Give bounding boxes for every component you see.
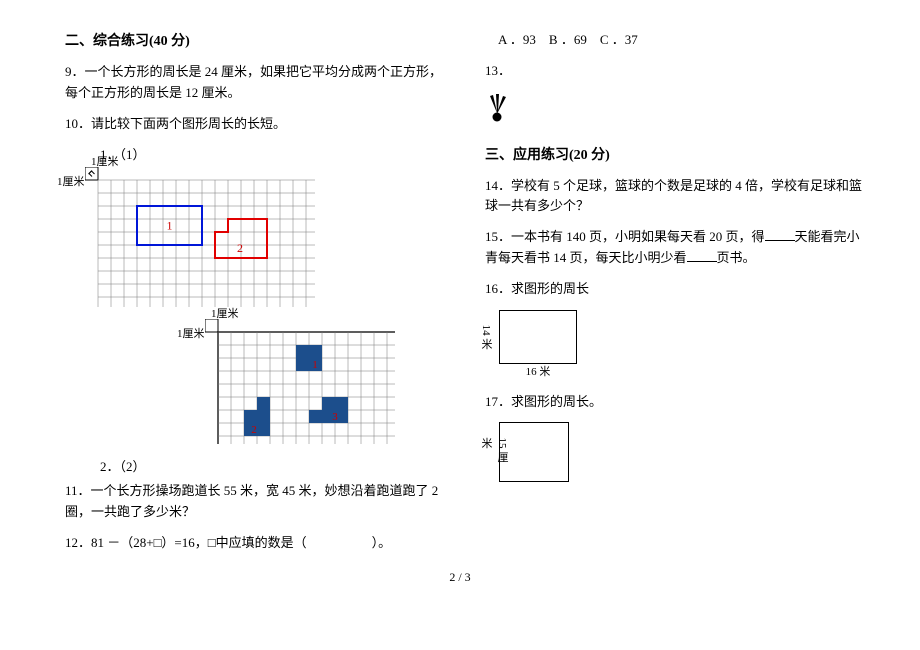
- blank-1: [765, 240, 795, 241]
- q16: 16．求图形的周长: [485, 279, 865, 300]
- q15-part3: 页书。: [717, 250, 756, 265]
- q16-h-label: 16 米: [526, 363, 551, 379]
- svg-text:1: 1: [167, 219, 173, 233]
- q12-options: A ．93 B ．69 C ．37: [485, 30, 865, 51]
- section-3-title: 三、应用练习(20 分): [485, 144, 865, 164]
- svg-text:1: 1: [312, 359, 318, 371]
- q10-sub2: 2．（2）: [65, 456, 445, 475]
- q9: 9．一个长方形的周长是 24 厘米，如果把它平均分成两个正方形，每个正方形的周长…: [65, 62, 445, 104]
- q15-part1: 15．一本书有 140 页，小明如果每天看 20 页，得: [485, 229, 765, 244]
- section-2-title: 二、综合练习(40 分): [65, 30, 445, 50]
- shuttlecock-icon: [485, 92, 865, 126]
- svg-text:2: 2: [251, 424, 257, 436]
- q17-v-label: 15 厘米: [478, 438, 510, 467]
- q16-figure: 14 米 16 米: [499, 310, 865, 368]
- q17-figure: 15 厘米: [499, 422, 865, 486]
- q13: 13．: [485, 61, 865, 82]
- grid-figure-2: 1厘米 1厘米 132: [205, 319, 445, 448]
- svg-text:2: 2: [237, 241, 243, 255]
- q11: 11．一个长方形操场跑道长 55 米，宽 45 米，妙想沿着跑道跑了 2 圈，一…: [65, 481, 445, 523]
- q10: 10．请比较下面两个图形周长的长短。: [65, 114, 445, 135]
- axis-y-label-2: 1厘米: [177, 325, 205, 341]
- blank-2: [687, 261, 717, 262]
- q17: 17．求图形的周长。: [485, 392, 865, 413]
- q14: 14．学校有 5 个足球，篮球的个数是足球的 4 倍，学校有足球和篮球一共有多少…: [485, 176, 865, 218]
- grid-figure-1: 1厘米 1厘米 12: [85, 167, 445, 311]
- q12: 12．81 －（28+□）=16，□中应填的数是（ ）。: [65, 533, 445, 554]
- axis-x-label-2: 1厘米: [211, 305, 239, 321]
- axis-y-label-1: 1厘米: [57, 173, 85, 189]
- q15: 15．一本书有 140 页，小明如果每天看 20 页，得天能看完小青每天看书 1…: [485, 227, 865, 269]
- svg-text:3: 3: [332, 411, 338, 423]
- page-footer: 2 / 3: [0, 570, 920, 585]
- axis-x-label-1: 1厘米: [91, 153, 119, 169]
- q10-sub1: 1．（1）: [65, 144, 445, 163]
- q16-v-label: 14 米: [478, 324, 494, 349]
